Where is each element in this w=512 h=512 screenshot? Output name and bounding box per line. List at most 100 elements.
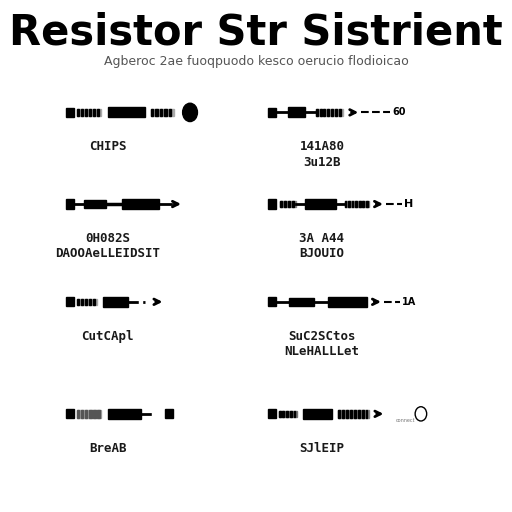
Bar [289,298,314,306]
Bar [359,201,360,207]
Text: 3u12B: 3u12B [303,156,340,168]
Bar [343,410,344,418]
Bar [331,109,333,116]
Bar [89,298,91,305]
Bar [77,109,101,116]
Bar [77,410,79,418]
Bar [339,109,340,116]
Bar [324,109,325,116]
Text: CutCApl: CutCApl [81,330,134,343]
Bar [77,410,101,418]
Bar [306,199,336,209]
Bar [108,108,145,117]
Bar [279,411,297,417]
Bar [280,201,282,207]
Bar [93,109,95,116]
Text: 1A: 1A [402,297,417,307]
Bar [268,108,276,117]
Text: 3A A44: 3A A44 [300,232,345,245]
Text: H: H [404,199,414,209]
Bar [160,109,162,116]
Bar [316,109,317,116]
Bar [288,108,305,117]
Bar [89,410,92,418]
Bar [335,109,337,116]
Bar [290,411,292,417]
Bar [77,109,79,116]
Text: DAOOAeLLEIDSIT: DAOOAeLLEIDSIT [55,247,160,260]
Bar [319,109,322,116]
Bar [348,201,350,207]
Bar [268,200,276,209]
Text: SJlEIP: SJlEIP [300,442,345,455]
Bar [338,410,340,418]
Bar [350,410,352,418]
Bar [279,411,281,417]
Bar [345,201,347,207]
Bar [304,409,332,419]
Bar [85,410,88,418]
Bar [67,297,74,306]
Bar [284,201,286,207]
Text: SuC2SCtos: SuC2SCtos [288,330,356,343]
Text: NLeHALLLet: NLeHALLLet [285,345,359,358]
Bar [83,200,106,208]
Bar [328,297,367,307]
Bar [85,109,87,116]
Bar [67,108,74,117]
Bar [93,410,96,418]
Text: 0H082S: 0H082S [85,232,130,245]
Bar [169,109,172,116]
Bar [358,410,360,418]
Bar [355,201,357,207]
Bar [346,410,348,418]
Bar [89,109,91,116]
Bar [97,410,100,418]
Bar [85,298,87,305]
Text: 60: 60 [392,108,406,117]
Bar [280,201,296,207]
Bar [292,201,294,207]
Bar [361,410,364,418]
Bar [352,201,353,207]
Bar [316,109,343,116]
Text: connect: connect [396,418,416,423]
Bar [151,109,174,116]
Bar [122,199,159,209]
Bar [67,200,74,209]
Bar [156,109,158,116]
Bar [354,410,356,418]
Bar [283,411,284,417]
Bar [81,109,83,116]
Bar [151,109,153,116]
Bar [293,411,295,417]
Bar [97,109,99,116]
Bar [108,409,141,419]
Text: BreAB: BreAB [89,442,126,455]
Bar [81,298,83,305]
Bar [338,410,369,418]
Bar [286,411,288,417]
Bar [362,201,364,207]
Text: CHIPS: CHIPS [89,140,126,154]
Bar [366,410,368,418]
Bar [164,109,167,116]
Bar [67,409,74,418]
Bar [327,109,329,116]
Text: 141A80: 141A80 [300,140,345,154]
Text: Agberoc 2ae fuoqpuodo kesco oerucio flodioicao: Agberoc 2ae fuoqpuodo kesco oerucio flod… [103,55,409,68]
Bar [345,201,369,207]
Bar [77,298,79,305]
Bar [77,298,97,305]
Circle shape [183,103,198,121]
Bar [93,298,95,305]
Bar [81,410,83,418]
Bar [366,201,368,207]
Bar [103,297,128,307]
Text: Resistor Str Sistrient: Resistor Str Sistrient [9,12,503,54]
Bar [268,409,276,418]
Bar [165,409,173,418]
Bar [268,297,276,306]
Bar [288,201,290,207]
Text: BJOUIO: BJOUIO [300,247,345,260]
